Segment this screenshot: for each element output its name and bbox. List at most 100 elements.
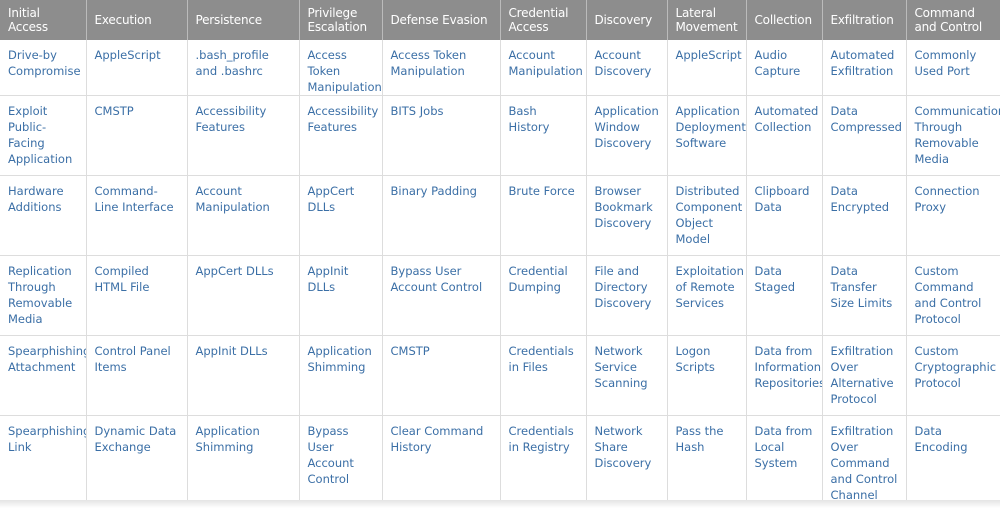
technique-cell: BITS Jobs xyxy=(382,95,501,176)
technique-link[interactable]: Data Transfer Size Limits xyxy=(830,264,893,310)
technique-link[interactable]: Network Share Discovery xyxy=(594,424,652,470)
technique-link[interactable]: Bypass User Account Control xyxy=(307,424,354,486)
header-row: Initial Access Execution Persistence Privil… xyxy=(0,0,1000,40)
technique-link[interactable]: Spearphishing Link xyxy=(8,424,86,454)
technique-cell: Data Encrypted xyxy=(822,175,907,256)
technique-link[interactable]: Credentials in Registry xyxy=(508,424,574,454)
technique-link[interactable]: AppleScript xyxy=(94,48,161,62)
technique-link[interactable]: Clear Command History xyxy=(390,424,484,454)
technique-link[interactable]: Data from Information Repositories xyxy=(754,344,822,390)
technique-cell: Bash History xyxy=(500,95,587,176)
technique-link[interactable]: Application Shimming xyxy=(307,344,372,374)
technique-link[interactable]: CMSTP xyxy=(390,344,430,358)
technique-link[interactable]: .bash_profile and .bashrc xyxy=(195,48,269,78)
technique-link[interactable]: Pass the Hash xyxy=(675,424,724,454)
technique-cell: Data from Information Repositories xyxy=(746,335,823,416)
technique-link[interactable]: Exfiltration Over Command and Control Ch… xyxy=(830,424,898,502)
technique-link[interactable]: Clipboard Data xyxy=(754,184,810,214)
technique-link[interactable]: BITS Jobs xyxy=(390,104,444,118)
technique-link[interactable]: Connection Proxy xyxy=(914,184,980,214)
technique-cell: Credential Dumping xyxy=(500,255,587,336)
technique-link[interactable]: Account Manipulation xyxy=(195,184,270,214)
technique-cell: CMSTP xyxy=(382,335,501,416)
technique-link[interactable]: Application Window Discovery xyxy=(594,104,659,150)
technique-link[interactable]: Compiled HTML File xyxy=(94,264,150,294)
technique-link[interactable]: Commonly Used Port xyxy=(914,48,977,78)
technique-link[interactable]: Data from Local System xyxy=(754,424,813,470)
technique-cell: AppInit DLLs xyxy=(187,335,300,416)
technique-cell: Application Shimming xyxy=(187,415,300,508)
technique-link[interactable]: Binary Padding xyxy=(390,184,477,198)
technique-link[interactable]: Accessibility Features xyxy=(195,104,267,134)
technique-row: Exploit Public-Facing Application CMSTP Ac… xyxy=(0,95,1000,176)
technique-link[interactable]: AppInit DLLs xyxy=(307,264,349,294)
technique-link[interactable]: Accessibility Features xyxy=(307,104,379,134)
technique-link[interactable]: Exploit Public-Facing Application xyxy=(8,104,73,166)
technique-link[interactable]: Drive-by Compromise xyxy=(8,48,81,78)
technique-link[interactable]: Data Encrypted xyxy=(830,184,890,214)
technique-link[interactable]: Browser Bookmark Discovery xyxy=(594,184,653,230)
technique-link[interactable]: Data Encoding xyxy=(914,424,968,454)
technique-link[interactable]: Data Compressed xyxy=(830,104,902,134)
technique-link[interactable]: Dynamic Data Exchange xyxy=(94,424,177,454)
technique-cell: AppCert DLLs xyxy=(299,175,383,256)
technique-link[interactable]: Control Panel Items xyxy=(94,344,171,374)
technique-link[interactable]: Account Discovery xyxy=(594,48,652,78)
technique-cell: Exfiltration Over Command and Control Ch… xyxy=(822,415,907,508)
technique-cell: Binary Padding xyxy=(382,175,501,256)
technique-row: Spearphishing Link Dynamic Data Exchange A… xyxy=(0,415,1000,508)
technique-cell: Data Transfer Size Limits xyxy=(822,255,907,336)
technique-row: Hardware Additions Command-Line Interface… xyxy=(0,175,1000,256)
technique-cell: Control Panel Items xyxy=(86,335,188,416)
technique-link[interactable]: Communication Through Removable Media xyxy=(914,104,1000,166)
technique-cell: Commonly Used Port xyxy=(906,40,1000,96)
technique-link[interactable]: Audio Capture xyxy=(754,48,801,78)
technique-link[interactable]: Exploitation of Remote Services xyxy=(675,264,744,310)
technique-link[interactable]: AppCert DLLs xyxy=(195,264,274,278)
technique-link[interactable]: Automated Exfiltration xyxy=(830,48,895,78)
technique-row: Spearphishing Attachment Control Panel It… xyxy=(0,335,1000,416)
technique-link[interactable]: Command-Line Interface xyxy=(94,184,174,214)
technique-link[interactable]: Access Token Manipulation xyxy=(390,48,467,78)
technique-link[interactable]: AppInit DLLs xyxy=(195,344,268,358)
technique-cell: Command-Line Interface xyxy=(86,175,188,256)
technique-link[interactable]: Data Staged xyxy=(754,264,796,294)
technique-link[interactable]: Replication Through Removable Media xyxy=(8,264,73,326)
technique-link[interactable]: File and Directory Discovery xyxy=(594,264,652,310)
technique-link[interactable]: Credential Dumping xyxy=(508,264,568,294)
technique-link[interactable]: Distributed Component Object Model xyxy=(675,184,743,246)
technique-cell: Connection Proxy xyxy=(906,175,1000,256)
technique-cell: Distributed Component Object Model xyxy=(667,175,747,256)
technique-cell: Account Manipulation xyxy=(500,40,587,96)
technique-link[interactable]: Automated Collection xyxy=(754,104,819,134)
technique-link[interactable]: Hardware Additions xyxy=(8,184,64,214)
column-header: Defense Evasion xyxy=(382,0,501,40)
technique-link[interactable]: Account Manipulation xyxy=(508,48,583,78)
technique-cell: Bypass User Account Control xyxy=(299,415,383,508)
technique-link[interactable]: Bypass User Account Control xyxy=(390,264,483,294)
technique-cell: Data from Local System xyxy=(746,415,823,508)
technique-link[interactable]: Access Token Manipulation xyxy=(307,48,382,94)
technique-link[interactable]: Application Deployment Software xyxy=(675,104,746,150)
technique-link[interactable]: Credentials in Files xyxy=(508,344,574,374)
technique-link[interactable]: Custom Cryptographic Protocol xyxy=(914,344,997,390)
technique-link[interactable]: Spearphishing Attachment xyxy=(8,344,86,374)
technique-row: Drive-by Compromise AppleScript .bash_prof… xyxy=(0,40,1000,96)
technique-link[interactable]: AppCert DLLs xyxy=(307,184,355,214)
technique-link[interactable]: Bash History xyxy=(508,104,550,134)
technique-link[interactable]: Application Shimming xyxy=(195,424,260,454)
technique-link[interactable]: Network Service Scanning xyxy=(594,344,648,390)
column-header: Persistence xyxy=(187,0,300,40)
technique-cell: Exploit Public-Facing Application xyxy=(0,95,87,176)
technique-link[interactable]: Logon Scripts xyxy=(675,344,715,374)
technique-link[interactable]: Exfiltration Over Alternative Protocol xyxy=(830,344,894,406)
technique-link[interactable]: CMSTP xyxy=(94,104,134,118)
technique-cell: Clipboard Data xyxy=(746,175,823,256)
shadow xyxy=(0,500,1000,508)
technique-row: Replication Through Removable Media Compi… xyxy=(0,255,1000,336)
technique-link[interactable]: Brute Force xyxy=(508,184,575,198)
technique-cell: Spearphishing Link xyxy=(0,415,87,508)
technique-link[interactable]: AppleScript xyxy=(675,48,742,62)
technique-link[interactable]: Custom Command and Control Protocol xyxy=(914,264,982,326)
